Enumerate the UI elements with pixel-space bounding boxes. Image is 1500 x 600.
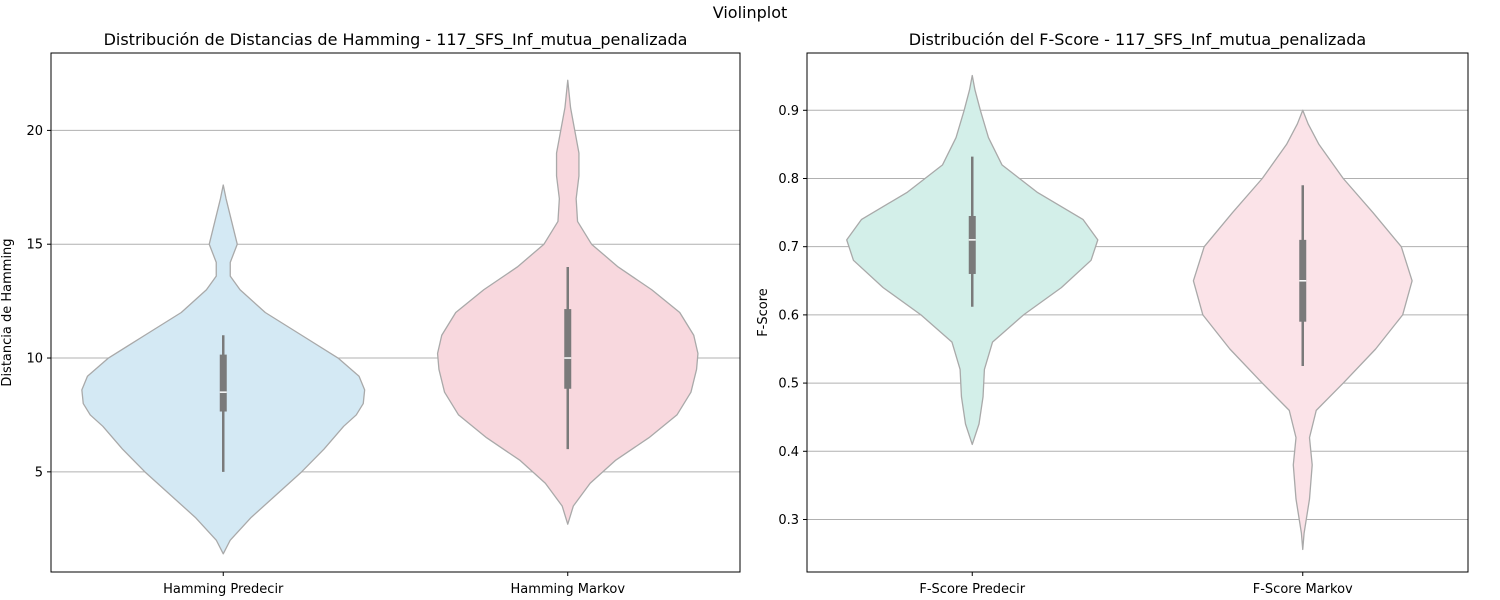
chart-title: Distribución del F-Score - 117_SFS_Inf_m… <box>909 30 1366 50</box>
violin-iqr-box <box>564 309 572 389</box>
y-tick-label: 0.7 <box>778 240 799 255</box>
y-axis-label: Distancia de Hamming <box>0 238 15 386</box>
y-tick-label: 10 <box>26 352 43 367</box>
y-tick-label: 0.6 <box>778 308 799 323</box>
x-tick-label: Hamming Predecir <box>163 582 284 597</box>
x-tick-label: F-Score Predecir <box>919 582 1025 597</box>
x-tick-label: F-Score Markov <box>1253 582 1353 597</box>
y-tick-label: 0.8 <box>778 172 799 187</box>
axes-frame <box>50 52 741 573</box>
y-tick-label: 15 <box>26 238 43 253</box>
figure-suptitle: Violinplot <box>713 3 788 22</box>
y-tick-label: 20 <box>26 124 43 139</box>
axes-frame <box>806 52 1469 573</box>
violin-iqr-box <box>219 354 227 412</box>
chart-panel-1: 5 10 15 20 Hamming Predecir Hamming Markov Dis… <box>0 30 741 597</box>
y-tick-label: 5 <box>35 465 43 480</box>
x-tick-label: Hamming Markov <box>510 582 625 597</box>
y-tick-label: 0.3 <box>778 513 799 528</box>
violin-iqr-box <box>968 215 976 274</box>
y-tick-label: 0.4 <box>778 445 799 460</box>
chart-title: Distribución de Distancias de Hamming - … <box>104 30 688 50</box>
y-axis-label: F-Score <box>756 288 771 337</box>
chart-panel-2: 0.3 0.4 0.5 0.6 0.7 0.8 0.9 F-Score Predecir F-S… <box>756 30 1469 597</box>
y-tick-label: 0.9 <box>778 104 799 119</box>
y-tick-label: 0.5 <box>778 377 799 392</box>
